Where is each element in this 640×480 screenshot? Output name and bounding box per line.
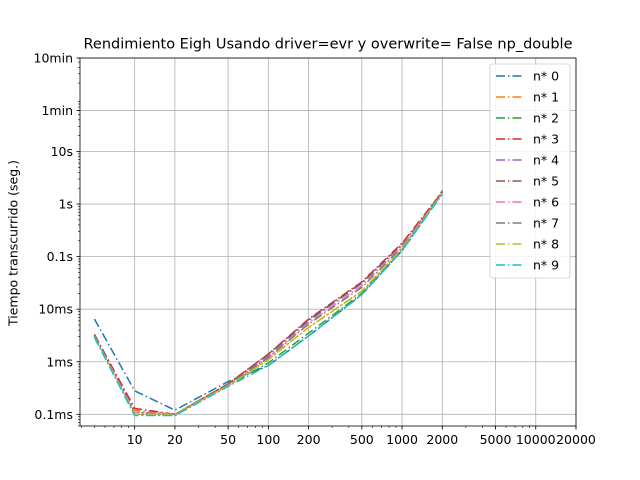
x-tick-label: 20000	[556, 432, 596, 447]
y-tick-label: 1ms	[46, 354, 73, 369]
x-tick-label: 10000	[516, 432, 556, 447]
legend: n* 0 n* 1 n* 2 n* 3 n* 4 n* 5 n* 6 n* 7 n* 8 n* 9	[489, 63, 571, 279]
legend-box	[489, 63, 571, 279]
axis-ticks: 10 20 50 100 200 500 1000 2000 5000 10000 20000 0.1…	[34, 51, 596, 448]
x-tick-label: 5000	[480, 432, 512, 447]
legend-entry-label: n* 8	[533, 237, 559, 252]
x-tick-label: 1000	[386, 432, 418, 447]
x-tick-label: 20	[167, 432, 183, 447]
series-lines	[93, 190, 443, 417]
x-tick-label: 500	[350, 432, 374, 447]
y-axis-label: Tiempo transcurrido (seg.)	[6, 160, 21, 327]
y-tick-label: 1min	[41, 103, 73, 118]
series-line-8	[93, 192, 443, 416]
plot-area-frame	[79, 57, 577, 427]
series-line-0	[93, 192, 443, 411]
legend-entry-label: n* 0	[533, 69, 559, 84]
y-tick-label: 10s	[51, 144, 73, 159]
x-tick-label: 200	[297, 432, 321, 447]
y-tick-label: 0.1s	[47, 249, 73, 264]
x-tick-label: 50	[220, 432, 236, 447]
legend-entry-label: n* 9	[533, 258, 559, 273]
y-tick-label: 1s	[59, 197, 73, 212]
series-line-9	[93, 193, 443, 417]
legend-entry-label: n* 3	[533, 132, 559, 147]
y-tick-label: 0.1ms	[34, 407, 73, 422]
y-tick-label: 10ms	[38, 302, 73, 317]
legend-entry-label: n* 7	[533, 216, 559, 231]
x-tick-label: 10	[127, 432, 143, 447]
legend-entry-label: n* 6	[533, 195, 559, 210]
chart-title: Rendimiento Eigh Usando driver=evr y ove…	[83, 37, 572, 53]
x-tick-label: 100	[256, 432, 280, 447]
y-tick-label: 10min	[34, 51, 73, 66]
legend-entry-label: n* 4	[533, 153, 559, 168]
legend-entry-label: n* 2	[533, 111, 559, 126]
x-tick-label: 2000	[426, 432, 458, 447]
legend-entry-label: n* 5	[533, 174, 559, 189]
legend-entry-label: n* 1	[533, 90, 559, 105]
